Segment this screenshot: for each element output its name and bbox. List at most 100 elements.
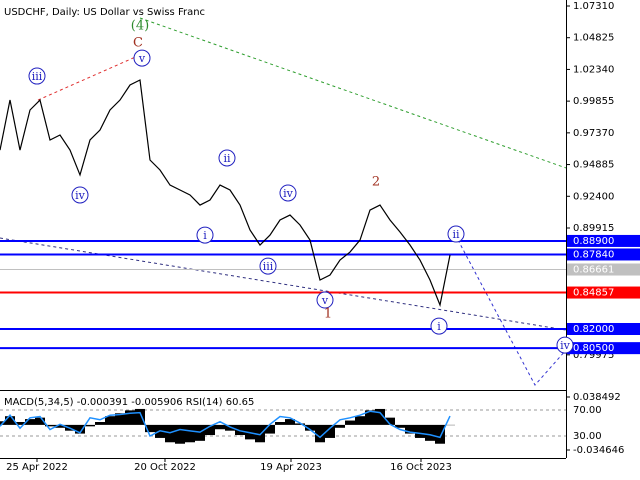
y-tick-label: 1.04825	[573, 33, 614, 44]
macd-bar	[135, 408, 145, 425]
level-label: 0.82000	[573, 324, 614, 335]
trend-line	[37, 54, 141, 101]
y-tick-label: 0.79975	[573, 350, 614, 361]
macd-bar	[255, 424, 265, 443]
macd-bar	[205, 424, 215, 436]
macd-bar	[125, 410, 135, 425]
y-tick-label: 0.92400	[573, 191, 614, 202]
price-line	[0, 79, 451, 308]
level-label: 0.84857	[573, 288, 614, 299]
macd-bar	[295, 423, 305, 425]
x-tick-label: 16 Oct 2023	[390, 462, 452, 473]
macd-bar	[325, 424, 335, 438]
wave-label: C	[133, 35, 143, 50]
wave-circle	[133, 49, 151, 67]
wave-label: ii	[223, 152, 231, 165]
macd-bar	[285, 419, 295, 425]
macd-bar	[315, 424, 325, 443]
wave-label: v	[321, 294, 329, 307]
macd-bar	[375, 408, 385, 425]
wave-circle	[218, 149, 236, 167]
wave-label: iv	[75, 189, 86, 202]
macd-bar	[365, 410, 375, 425]
y-tick-label: 0.97370	[573, 128, 614, 139]
wave-label: iii	[263, 260, 274, 273]
macd-bar	[265, 424, 275, 434]
y-tick-label: 0.94885	[573, 160, 614, 171]
macd-bar	[165, 424, 175, 443]
macd-bar	[55, 424, 65, 428]
wave-circle	[196, 226, 214, 244]
level-label: 0.88900	[573, 236, 614, 247]
macd-bar	[215, 424, 225, 430]
x-tick-label: 25 Apr 2022	[6, 462, 68, 473]
macd-bar	[25, 419, 35, 425]
level-label-box	[567, 234, 640, 247]
macd-bar	[385, 417, 395, 425]
macd-bar	[105, 416, 115, 425]
macd-bar	[395, 424, 405, 428]
macd-bar	[355, 416, 365, 425]
level-label: 0.87840	[573, 249, 614, 260]
macd-bar	[185, 424, 195, 443]
macd-bar	[415, 424, 425, 438]
wave-label: 1	[324, 307, 332, 322]
wave-circle	[556, 336, 574, 354]
macd-bar	[275, 421, 285, 425]
macd-tick-label: -0.034646	[573, 445, 624, 456]
x-tick-label: 20 Oct 2022	[134, 462, 196, 473]
wave-label: iv	[283, 187, 294, 200]
x-tick-label: 19 Apr 2023	[260, 462, 322, 473]
macd-bar	[95, 421, 105, 425]
y-tick-label: 1.02340	[573, 64, 614, 75]
y-tick-label: 1.07310	[573, 1, 614, 12]
macd-bar	[175, 424, 185, 444]
level-label-box	[567, 248, 640, 261]
macd-bar	[15, 421, 25, 425]
macd-bar	[5, 416, 15, 425]
trend-line	[457, 239, 567, 386]
y-tick-label: 0.99855	[573, 96, 614, 107]
rsi-line	[0, 410, 451, 439]
macd-bar	[35, 417, 45, 425]
wave-label: ii	[452, 228, 460, 241]
wave-label: i	[203, 229, 207, 242]
macd-bar	[435, 424, 445, 444]
rsi-tick-label: 70.00	[573, 405, 602, 416]
macd-bar	[145, 424, 155, 433]
macd-bar	[235, 424, 245, 436]
level-label-box	[567, 286, 640, 299]
macd-bar	[335, 424, 345, 428]
macd-bar	[425, 424, 435, 441]
level-label-box	[567, 263, 640, 276]
level-label-box	[567, 322, 640, 335]
wave-label: v	[138, 52, 146, 65]
y-tick-label: 0.89915	[573, 223, 614, 234]
macd-bar	[225, 424, 235, 431]
level-label-box	[567, 342, 640, 355]
macd-bar	[85, 424, 95, 427]
wave-label: (4)	[131, 19, 149, 34]
rsi-tick-label: 30.00	[573, 431, 602, 442]
wave-circle	[28, 67, 46, 85]
macd-tick-label: 0.038492	[573, 392, 621, 403]
wave-label: 2	[372, 174, 380, 189]
wave-circle	[71, 186, 89, 204]
chart-title: USDCHF, Daily: US Dollar vs Swiss Franc	[4, 7, 205, 18]
wave-circle	[279, 184, 297, 202]
wave-circle	[316, 291, 334, 309]
wave-circle	[447, 225, 465, 243]
macd-bar	[405, 424, 415, 434]
wave-circle	[259, 257, 277, 275]
macd-bar	[305, 424, 315, 431]
wave-label: i	[437, 320, 441, 333]
level-label: 0.86661	[573, 265, 614, 276]
macd-bar	[345, 420, 355, 425]
indicator-label: MACD(5,34,5) -0.000391 -0.005906 RSI(14)…	[4, 397, 254, 408]
macd-bar	[45, 424, 55, 427]
wave-label: iv	[560, 339, 571, 352]
wave-circle	[430, 317, 448, 335]
wave-label: iii	[32, 70, 43, 83]
macd-bar	[115, 413, 125, 425]
